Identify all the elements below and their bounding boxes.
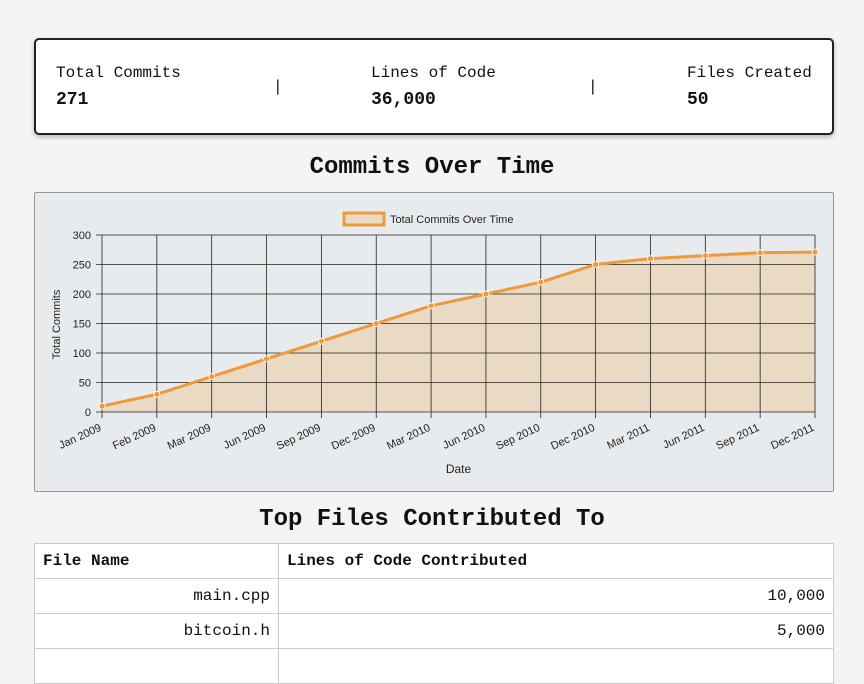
x-tick-label: Mar 2011 [605,422,651,452]
y-tick-label: 150 [73,319,91,331]
table-row: bitcoin.h 5,000 [34,613,834,649]
table-header-row: File Name Lines of Code Contributed [34,543,834,579]
x-tick-label: Dec 2011 [769,422,816,452]
x-tick-label: Jun 2011 [661,422,706,452]
commits-chart-svg: 0 50 100 150 200 250 300 Jan 2009 Feb 2009 Mar 20… [51,211,819,476]
column-header-file-name: File Name [34,543,279,579]
data-point [592,261,600,268]
x-tick-label: Jan 2009 [57,422,103,452]
legend-swatch [342,211,386,227]
stat-lines-of-code: Lines of Code 36,000 [371,64,496,110]
y-tick-label: 250 [73,260,91,272]
data-point [263,355,270,363]
data-point [372,320,380,327]
x-tick-label: Sep 2009 [275,422,323,453]
area-fill [102,252,815,412]
y-tick-label: 200 [73,289,91,301]
table-row [34,648,834,684]
lines-contributed-cell: 5,000 [278,613,834,649]
legend-label: Total Commits Over Time [390,214,513,226]
x-tick-label: Dec 2009 [330,422,378,453]
lines-of-code-label: Lines of Code [371,64,496,82]
file-name-cell: main.cpp [34,578,279,614]
data-point [537,278,545,286]
stats-summary-box: Total Commits 271 | Lines of Code 36,000… [34,38,834,135]
x-tick-label: Dec 2010 [549,422,597,453]
data-point [756,249,764,257]
chart-title: Commits Over Time [309,154,555,181]
data-point [208,373,216,381]
y-tick-label: 300 [73,230,91,242]
data-point [701,252,709,260]
x-tick-label: Sep 2011 [714,422,761,452]
y-axis-label: Total Commits [51,289,63,359]
lines-of-code-value: 36,000 [371,90,436,110]
column-header-lines-contributed: Lines of Code Contributed [278,543,834,579]
series-line [101,250,816,408]
data-point [427,302,435,310]
files-created-label: Files Created [687,64,812,82]
x-tick-label: Mar 2009 [166,422,213,453]
top-files-table: File Name Lines of Code Contributed main… [34,543,834,684]
data-point [317,337,325,345]
data-point [482,290,490,298]
lines-contributed-cell: 10,000 [278,578,834,614]
commits-chart: 0 50 100 150 200 250 300 Jan 2009 Feb 2009 Mar 20… [34,192,834,492]
stat-separator: | [273,78,283,96]
total-commits-label: Total Commits [56,64,181,82]
x-tick-label: Feb 2009 [111,422,158,453]
stat-files-created: Files Created 50 [687,64,812,110]
x-tick-label: Jun 2010 [441,422,487,452]
total-commits-value: 271 [56,90,89,110]
x-axis-label: Date [446,462,472,476]
files-section-title: Top Files Contributed To [259,506,605,533]
file-name-cell [34,648,279,684]
lines-contributed-cell [278,648,834,684]
table-row: main.cpp 10,000 [34,578,834,614]
y-tick-label: 100 [73,348,91,360]
y-tick-label: 0 [85,407,91,419]
x-tick-label: Jun 2009 [222,422,268,452]
x-tick-label: Sep 2010 [494,422,542,453]
file-name-cell: bitcoin.h [34,613,279,649]
data-point [153,390,161,398]
data-point [811,248,819,256]
data-point [98,402,106,410]
files-created-value: 50 [687,90,709,110]
x-tick-label: Mar 2010 [385,422,432,453]
stat-total-commits: Total Commits 271 [56,64,181,110]
stat-separator: | [588,78,598,96]
y-tick-label: 50 [79,378,91,390]
data-point [647,255,654,262]
